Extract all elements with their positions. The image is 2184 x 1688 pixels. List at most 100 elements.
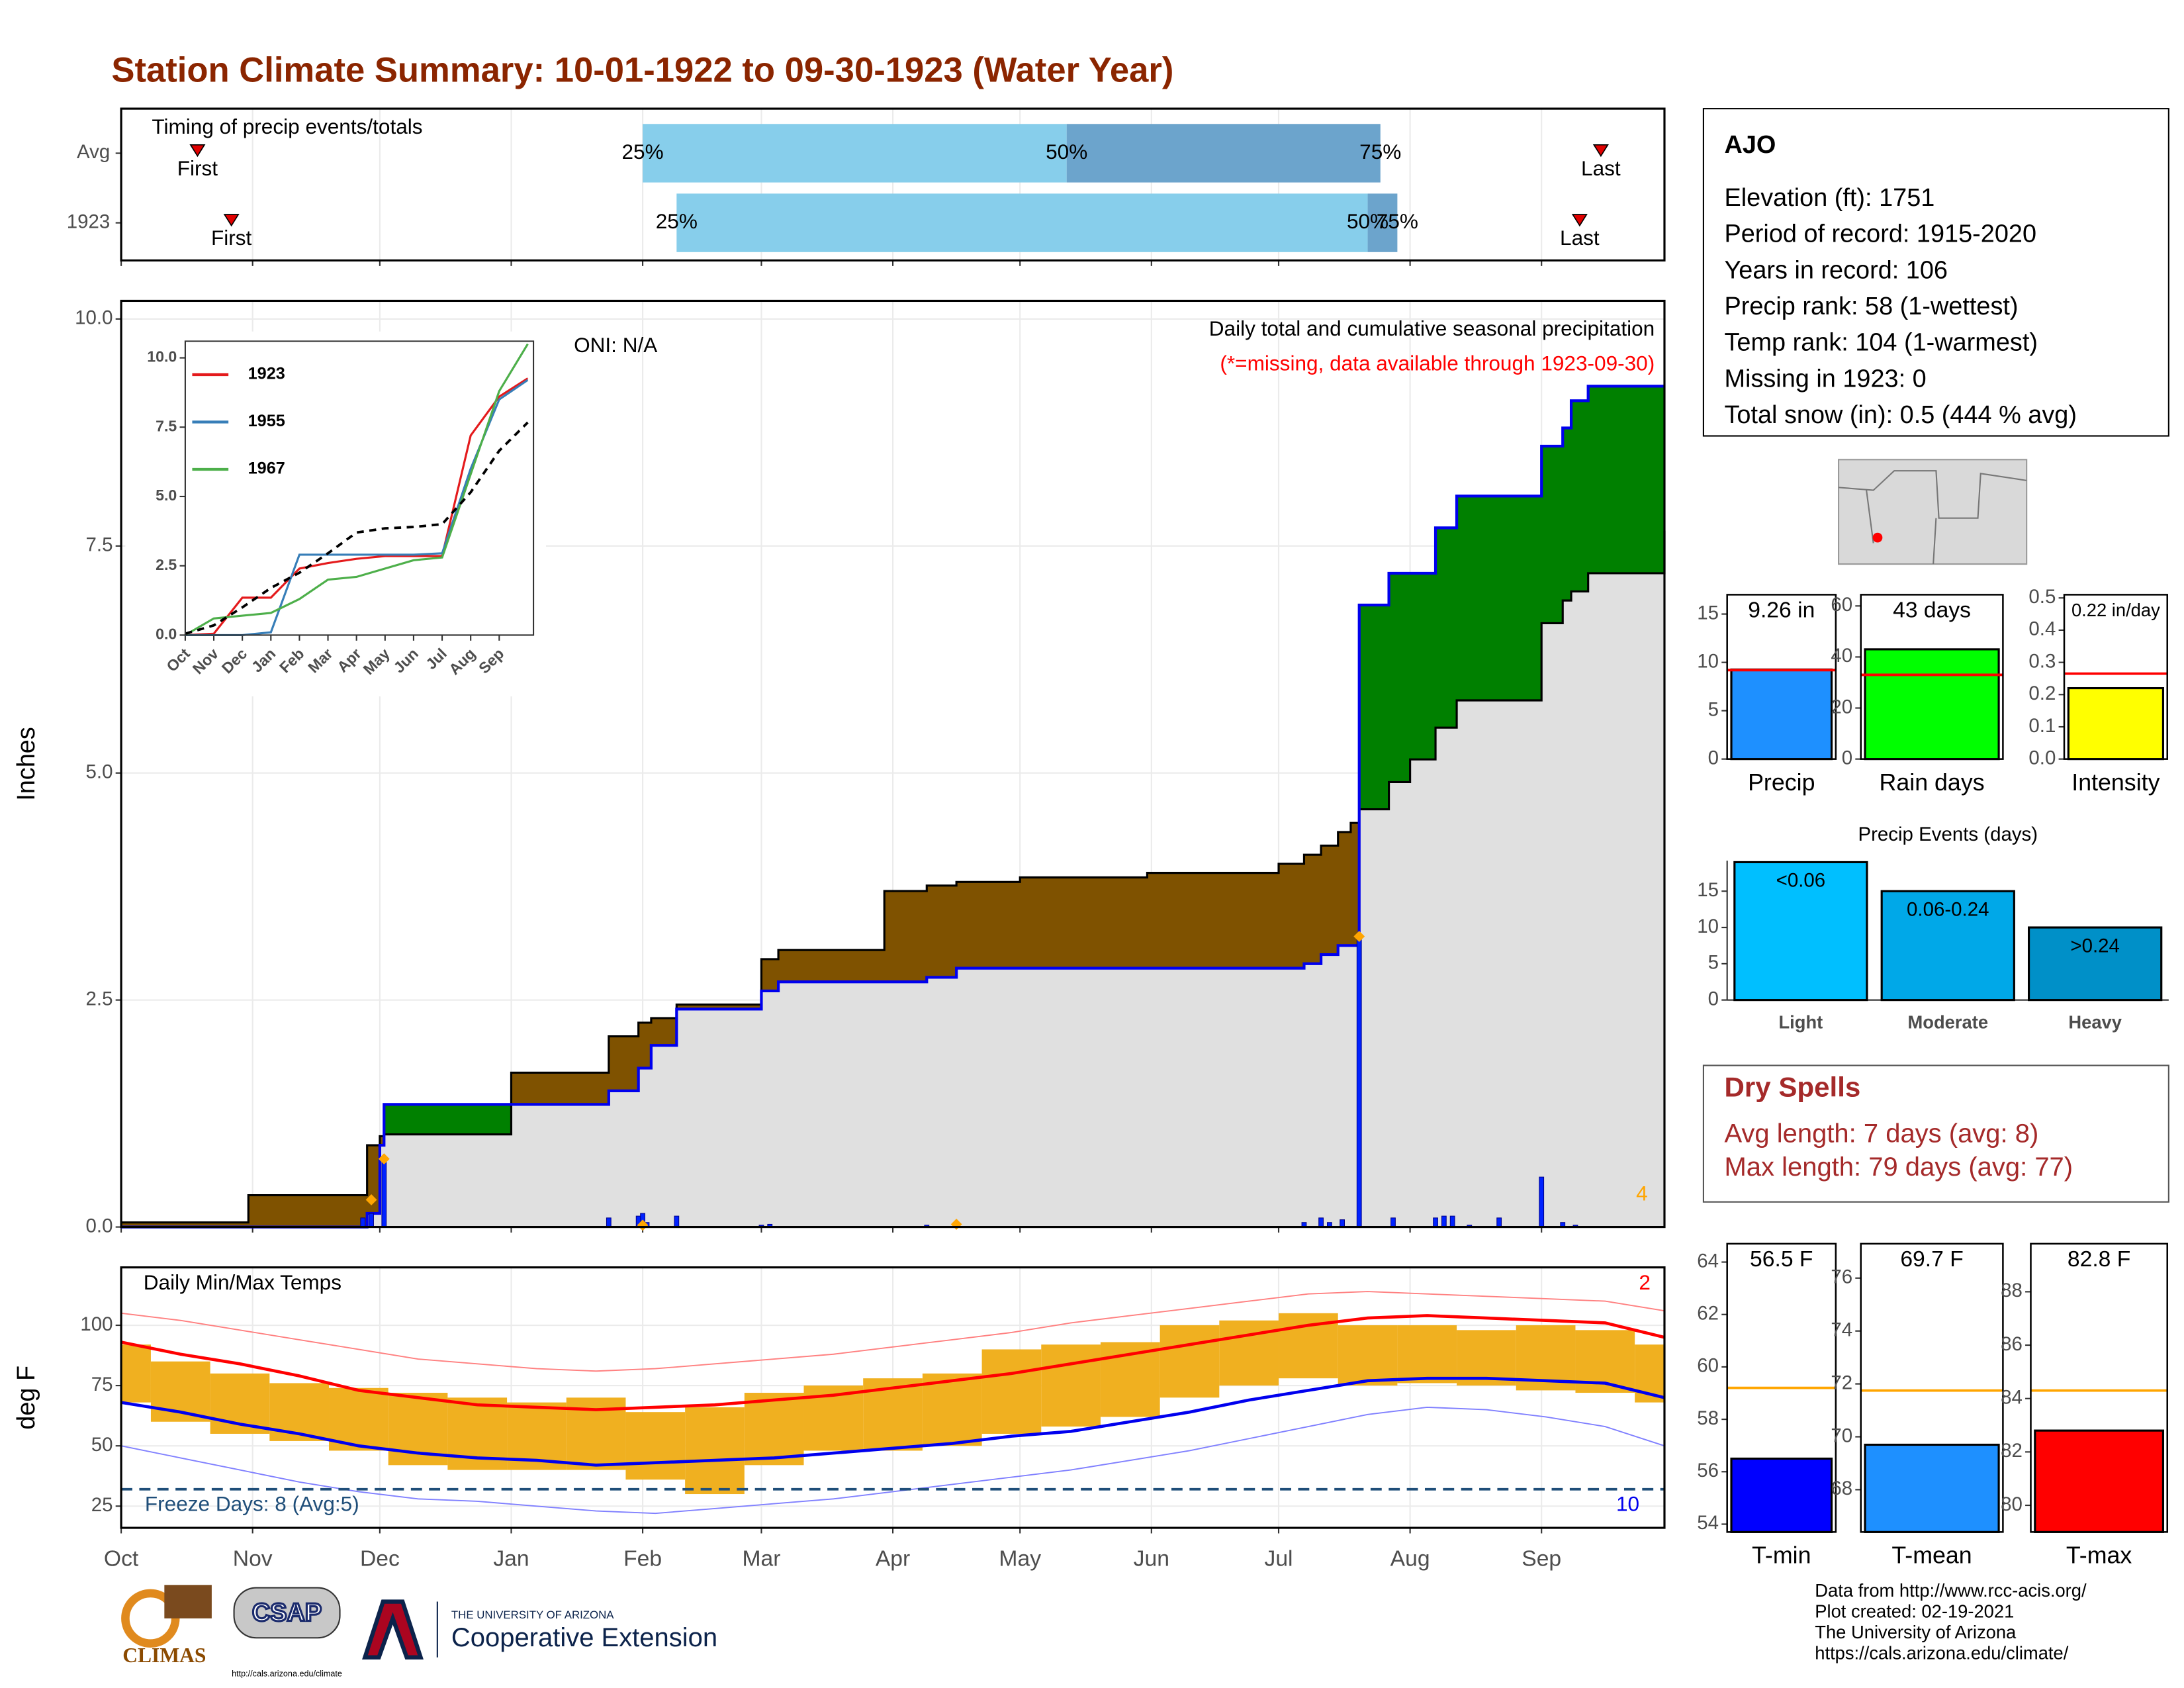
bar [2034,1429,2165,1533]
climas-mark [164,1585,212,1618]
quartile-label: 50% [1347,209,1388,233]
dry-spells-line: Avg length: 7 days (avg: 8) [1724,1119,2038,1148]
bar [2028,926,2163,1002]
info-line: Missing in 1923: 0 [1724,365,1926,393]
average-line [185,421,529,635]
category-label: T-max [2066,1542,2132,1569]
extension-name: Cooperative Extension [451,1623,717,1652]
quartile-bar [1066,124,1381,183]
plot-frame [184,340,535,636]
y-tick-label: 58 [1697,1407,1719,1429]
note: (*=missing, data available through 1923-… [1220,352,1655,375]
event-marker [1571,214,1588,227]
map-borders [1838,470,2027,565]
daily-temp-bar [329,1387,388,1451]
info-line: Period of record: 1915-2020 [1724,220,2036,248]
y-tick-label: 15 [1697,602,1719,624]
bar [1730,1457,1833,1533]
y-tick-label: 0 [1708,747,1719,769]
daily-precip-bar [360,1217,366,1228]
bar-label: 0.06-0.24 [1907,899,1989,921]
x-tick-label: Feb [623,1546,662,1571]
y-tick-label: 76 [1831,1266,1852,1288]
annotation: ONI: N/A [574,333,657,357]
y-tick-label: 10 [1697,915,1719,937]
y-tick-label: 82 [2001,1440,2023,1462]
x-tick-label: Sep [1522,1546,1561,1571]
category-label: Intensity [2071,769,2160,796]
daily-temp-bar [121,1344,151,1403]
daily-temp-bar [1338,1325,1398,1386]
y-tick-label: 72 [1831,1372,1852,1393]
plot-frame [120,1266,1666,1529]
plot-frame [1726,594,1837,760]
csap-logo: CSAP [252,1599,322,1626]
y-axis-label: deg F [13,1366,40,1430]
legend-label: 1967 [248,459,285,478]
x-tick-label: Jan [493,1546,529,1571]
timeline-title: Timing of precip events/totals [152,115,422,138]
x-tick-label: Mar [742,1546,780,1571]
climas-logo: CLIMAS [122,1644,206,1667]
daily-precip-bar [1496,1217,1502,1228]
y-tick-label: 74 [1831,1319,1852,1340]
y-tick-label: 0.0 [156,626,177,643]
event-marker [189,144,206,158]
legend-label: 1955 [248,412,285,430]
daily-temp-bar [1041,1344,1101,1427]
y-tick-label: 2.5 [156,556,177,573]
quartile-label: 75% [1359,140,1401,164]
y-tick-label: 10.0 [147,348,177,365]
y-tick-label: 40 [1831,645,1852,667]
inset-background [125,331,546,696]
y-tick-label: 68 [1831,1477,1852,1499]
category-label: T-mean [1891,1542,1972,1569]
subtitle: Daily total and cumulative seasonal prec… [1209,316,1655,340]
y-tick-label: 5.0 [86,761,113,783]
footer-line: Data from http://www.rcc-acis.org/ [1815,1580,2087,1601]
category-label: Heavy [2068,1012,2122,1033]
y-tick-label: 5.0 [156,487,177,504]
y-tick-label: 15 [1697,879,1719,901]
y-tick-label: 10 [1697,650,1719,672]
station-dot [1872,532,1883,543]
quartile-label: 25% [621,140,663,164]
value-label: 56.5 F [1750,1247,1813,1272]
info-line: Temp rank: 104 (1-warmest) [1724,329,2037,357]
daily-temp-bar [922,1373,982,1446]
plot-frame [1860,594,2004,760]
daily-temp-bar [1160,1325,1220,1398]
daily-precip-bar [1433,1217,1438,1228]
info-box [1702,108,2169,437]
y-tick-label: 10.0 [75,307,113,329]
plot-frame [120,107,1666,262]
y-tick-label: 54 [1697,1512,1719,1534]
dry-spells-box [1702,1064,2169,1203]
y-tick-label: 84 [2001,1387,2023,1409]
daily-precip-bar [369,1213,374,1228]
bar [1880,890,2015,1002]
average-line [121,530,1666,1224]
category-label: Precip [1748,769,1815,796]
event-marker [1592,144,1609,158]
csap-cloud [233,1587,341,1639]
event-label: First [211,226,252,250]
average-low-line [120,1376,1665,1467]
daily-temp-bar [744,1393,804,1466]
value-label: 9.26 in [1748,598,1815,623]
y-tick-label: 0.4 [2028,618,2056,640]
y-tick-label: 60 [1831,594,1852,616]
series-line [185,343,529,636]
daily-temp-bar [685,1407,745,1495]
x-tick-label: Nov [233,1546,273,1571]
value-label: 69.7 F [1900,1247,1963,1272]
record-count: 4 [1636,1182,1648,1205]
info-line: Years in record: 106 [1724,256,1948,284]
y-tick-label: 0.1 [2028,715,2056,737]
info-line: Precip rank: 58 (1-wettest) [1724,293,2018,320]
daily-precip-bar [674,1215,680,1228]
x-tick-label: Jul [1264,1546,1293,1571]
quartile-label: 75% [1377,209,1418,233]
legend-label: 1923 [248,365,285,383]
average-high-line [120,1314,1665,1411]
